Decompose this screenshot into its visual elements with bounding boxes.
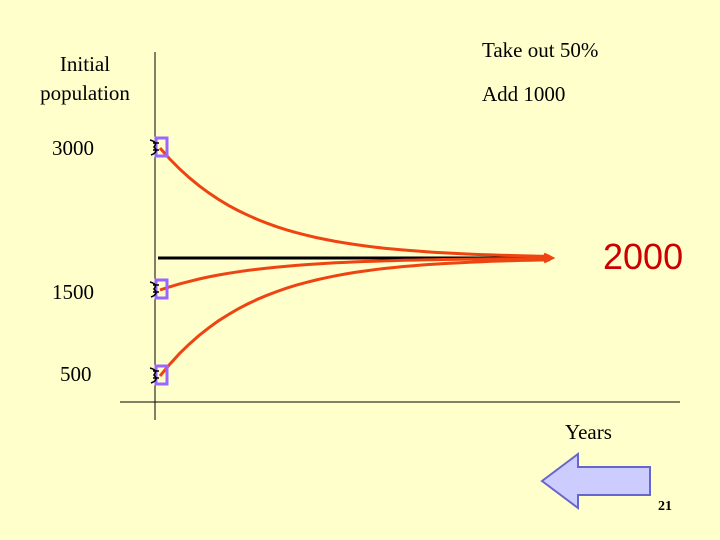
population-curve-1500 bbox=[159, 257, 550, 292]
page-number: 21 bbox=[658, 499, 672, 514]
fish-icon bbox=[149, 364, 169, 386]
x-axis-label: Years bbox=[565, 420, 612, 444]
tick-label-1500: 1500 bbox=[52, 280, 94, 304]
curves bbox=[158, 147, 556, 377]
population-curve-3000 bbox=[158, 147, 551, 258]
tick-label-500: 500 bbox=[60, 362, 92, 386]
population-curve-500 bbox=[158, 258, 551, 377]
left-arrow-icon[interactable] bbox=[540, 452, 654, 510]
annotation-add: Add 1000 bbox=[482, 82, 566, 106]
fish-icon bbox=[149, 136, 169, 158]
fish-icon bbox=[149, 278, 169, 300]
y-axis-label: Initial population bbox=[40, 52, 130, 105]
equilibrium-end-cap bbox=[543, 252, 556, 264]
annotation-take-out: Take out 50% bbox=[482, 38, 599, 62]
tick-label-3000: 3000 bbox=[52, 136, 94, 160]
markers bbox=[149, 136, 169, 386]
equilibrium-label: 2000 bbox=[603, 236, 684, 277]
